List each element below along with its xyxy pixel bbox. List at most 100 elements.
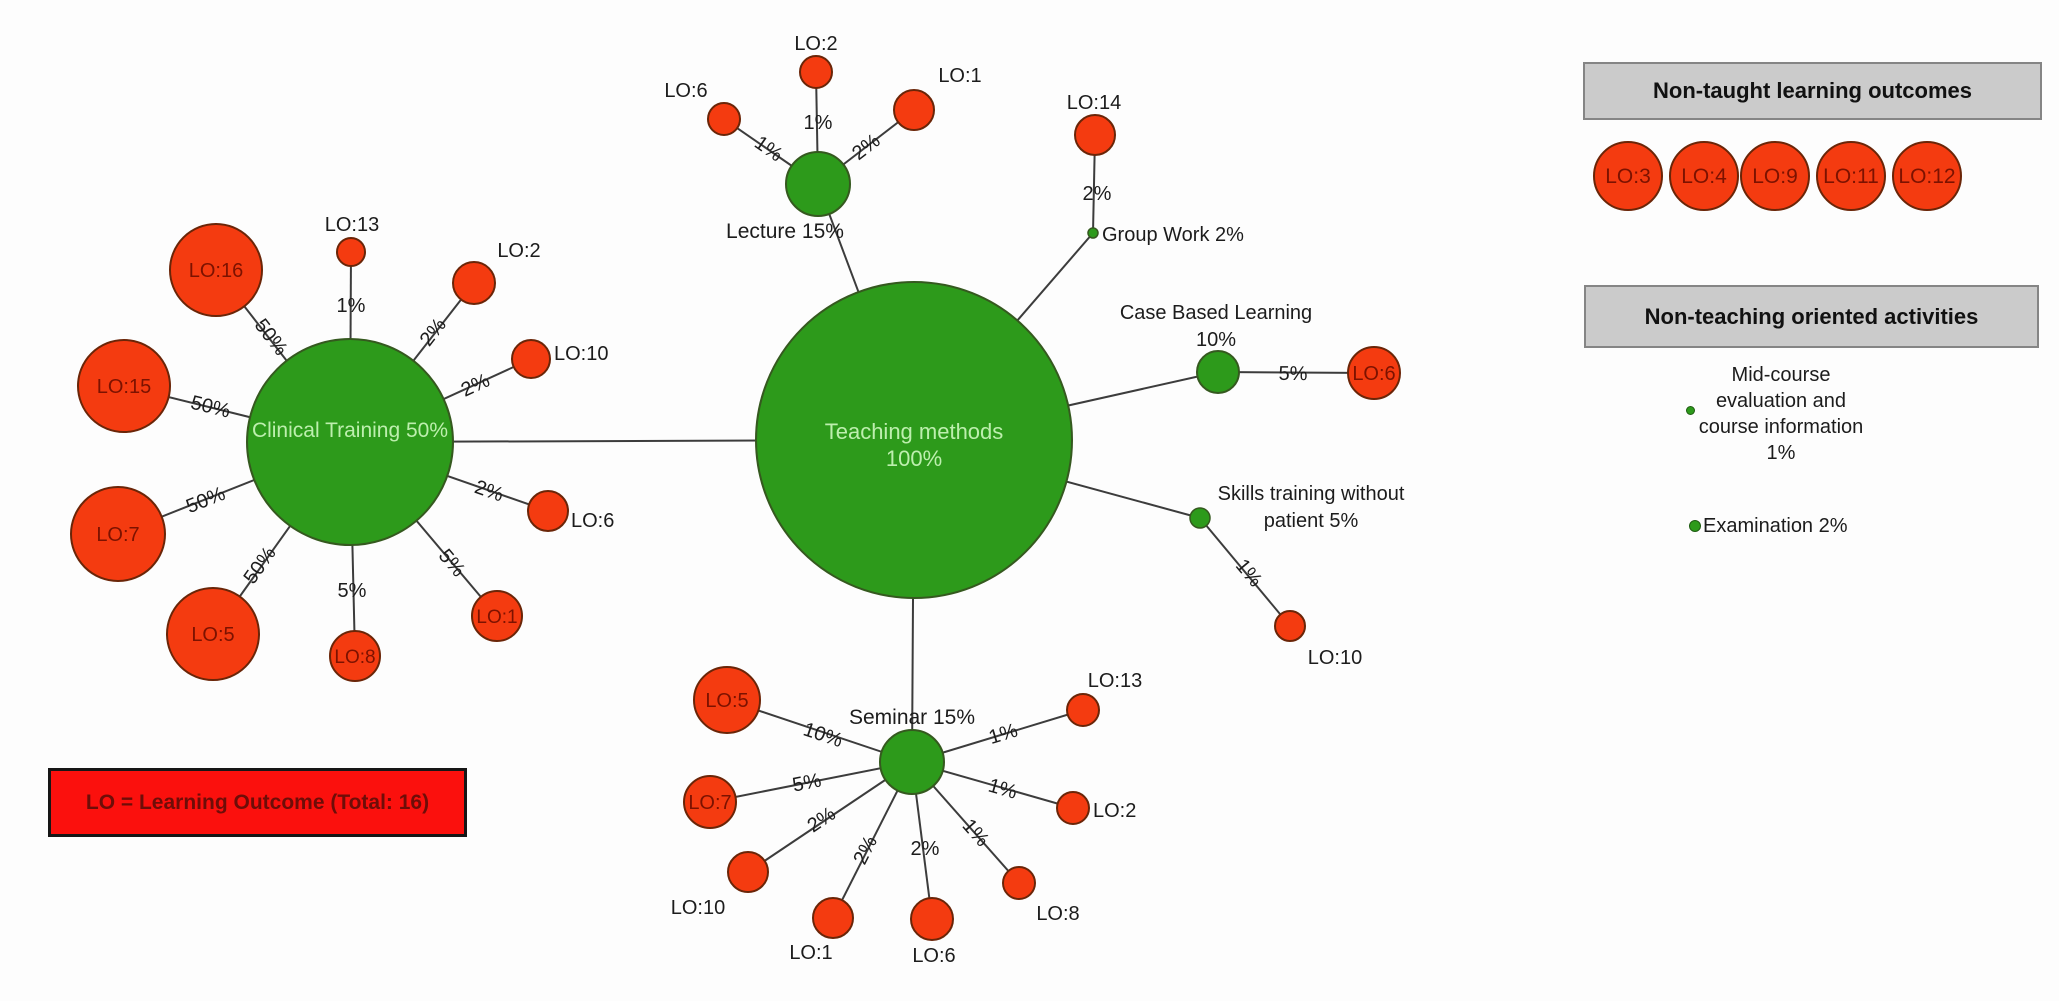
node-label-clinical-training: Clinical Training 50% [252,419,448,442]
mid-course-line: course information [1698,416,1864,438]
node-nontaught-lo3 [1593,141,1663,211]
node-seminar-lo13 [1066,693,1100,727]
node-label-seminar-lo5: LO:5 [705,690,748,712]
node-label-clinical-lo6: LO:6 [571,510,614,532]
panel-header-non-taught: Non-taught learning outcomes [1583,62,2042,120]
edge-label: 2% [848,130,884,165]
node-label-seminar-lo8: LO:8 [1036,903,1079,925]
node-label-skills-lo10: LO:10 [1308,647,1362,669]
edge-label: 2% [1083,183,1112,205]
node-seminar-lo7 [683,775,737,829]
node-label-nontaught-lo9: LO:9 [1752,165,1798,188]
mid-course-activity-label: Mid-course evaluation and course informa… [1631,362,1931,466]
node-label-case-based-learning: Case Based Learning [1120,302,1312,324]
panel-header-non-teaching: Non-teaching oriented activities [1584,285,2039,348]
node-clinical-lo1 [471,590,523,642]
node-nontaught-lo9 [1740,141,1810,211]
legend-box: LO = Learning Outcome (Total: 16) [48,768,467,837]
node-label-seminar-lo7: LO:7 [688,792,731,814]
node-group-work [1087,227,1099,239]
node-clinical-lo16 [169,223,263,317]
node-teaching-methods [755,281,1073,599]
edge-label: 5% [338,580,367,602]
node-label-teaching-methods: 100% [886,446,942,471]
node-case-based-learning [1196,350,1240,394]
node-clinical-lo8 [329,630,381,682]
mid-course-line: evaluation and [1715,390,1847,412]
node-skills-training [1189,507,1211,529]
node-label-clinical-lo13: LO:13 [325,214,379,236]
node-label-seminar-lo6: LO:6 [912,945,955,967]
mid-course-line: 1% [1766,442,1796,464]
node-label-case-based-learning: 10% [1196,329,1236,351]
edge-label: 1% [986,719,1020,749]
node-label-clinical-lo8: LO:8 [334,647,375,668]
edge-label: 1% [986,775,1020,804]
node-label-seminar: Seminar 15% [849,706,975,729]
node-label-skills-training: Skills training without [1218,483,1405,505]
examination-dot-icon [1689,520,1701,532]
node-seminar-lo10 [727,851,769,893]
node-label-nontaught-lo11: LO:11 [1823,165,1879,188]
node-clinical-lo2 [452,261,496,305]
node-label-clinical-lo7: LO:7 [96,524,139,546]
edge-label: 5% [1279,363,1308,385]
node-label-groupwork-lo14: LO:14 [1067,92,1121,114]
edge-label: 1% [337,295,366,317]
edge-seminar-seminar-lo7 [709,761,913,803]
node-label-group-work: Group Work 2% [1102,224,1244,246]
node-label-nontaught-lo4: LO:4 [1681,165,1727,188]
node-seminar-lo8 [1002,866,1036,900]
node-label-clinical-lo5: LO:5 [191,624,234,646]
node-label-seminar-lo10: LO:10 [671,897,725,919]
node-label-clinical-lo16: LO:16 [189,260,243,282]
edge-label: 50% [188,392,232,423]
node-label-lecture-lo6: LO:6 [664,80,707,102]
node-label-teaching-methods: Teaching methods [825,419,1004,444]
node-clinical-lo15 [77,339,171,433]
node-label-seminar-lo13: LO:13 [1088,670,1142,692]
node-lecture-lo2 [799,55,833,89]
node-label-lecture-lo1: LO:1 [938,65,981,87]
node-label-skills-training: patient 5% [1264,510,1359,532]
node-seminar-lo6 [910,897,954,941]
node-label-clinical-lo15: LO:15 [97,376,151,398]
node-seminar [879,729,945,795]
node-label-cbl-lo6: LO:6 [1352,363,1395,385]
node-lecture-lo1 [893,89,935,131]
node-lecture-lo6 [707,102,741,136]
node-label-clinical-lo10: LO:10 [554,343,608,365]
edge-label: 5% [791,769,824,796]
edge-label: 2% [911,838,940,860]
node-groupwork-lo14 [1074,114,1116,156]
node-seminar-lo1 [812,897,854,939]
node-skills-lo10 [1274,610,1306,642]
node-nontaught-lo11 [1816,141,1886,211]
node-nontaught-lo12 [1892,141,1962,211]
node-label-seminar-lo1: LO:1 [789,942,832,964]
node-nontaught-lo4 [1669,141,1739,211]
edge-label: 2% [472,476,507,506]
examination-label: Examination 2% [1703,515,1848,537]
node-seminar-lo5 [693,666,761,734]
node-clinical-lo6 [527,490,569,532]
edge-label: 2% [849,832,882,868]
node-label-nontaught-lo3: LO:3 [1605,165,1651,188]
edge-label: 10% [800,719,845,753]
node-label-nontaught-lo12: LO:12 [1898,165,1955,188]
node-label-lecture-lo2: LO:2 [794,33,837,55]
edge-label: 2% [458,369,494,401]
node-label-lecture: Lecture 15% [726,220,844,243]
node-clinical-lo7 [70,486,166,582]
node-label-clinical-lo2: LO:2 [497,240,540,262]
node-clinical-lo10 [511,339,551,379]
mid-course-dot-icon [1686,406,1695,415]
node-label-seminar-lo2: LO:2 [1093,800,1136,822]
node-clinical-training [246,338,454,546]
edge-label: 1% [804,112,833,134]
edge-label: 50% [183,483,229,518]
node-lecture [785,151,851,217]
edge-skills-training-skills-lo10 [1199,517,1291,627]
